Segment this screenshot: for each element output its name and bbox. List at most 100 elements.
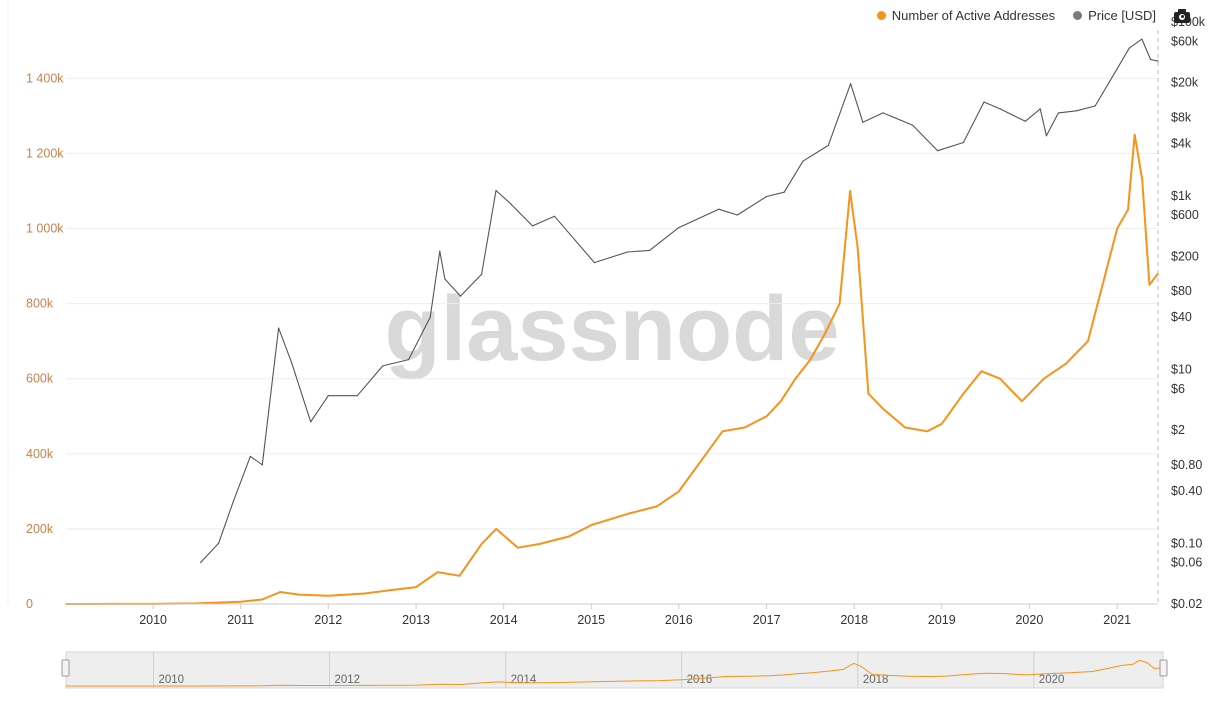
point-price [439, 250, 441, 252]
left-tick-label: 200k [26, 522, 54, 536]
point-price [937, 150, 939, 152]
point-price [648, 249, 651, 251]
x-tick-label: 2010 [139, 613, 167, 627]
point-active-addresses [904, 426, 906, 429]
point-active-addresses [298, 593, 300, 596]
point-active-addresses [327, 594, 330, 597]
point-active-addresses [261, 598, 264, 601]
point-active-addresses [809, 359, 811, 361]
point-active-addresses [856, 246, 859, 249]
point-active-addresses [363, 592, 366, 595]
navigator-tick-label: 2018 [863, 674, 889, 686]
series-line-price [200, 38, 1159, 563]
point-price [678, 227, 680, 229]
point-price [736, 214, 738, 216]
right-tick-label: $10 [1171, 363, 1192, 377]
point-active-addresses [279, 591, 282, 593]
axis-layer: 0 200k 400k 600k 800k 1 000k 1 200k 1 400k $0.02… [26, 15, 1206, 627]
navigator-tick-label: 2020 [1039, 674, 1065, 686]
point-price [862, 121, 864, 123]
point-price [429, 316, 431, 318]
x-tick-label: 2020 [1015, 613, 1043, 627]
point-price [911, 124, 914, 126]
point-active-addresses [1148, 284, 1151, 286]
point-active-addresses [495, 528, 498, 530]
point-active-addresses [568, 535, 570, 538]
point-active-addresses [962, 392, 965, 395]
right-tick-label: $200 [1171, 249, 1199, 263]
camera-icon[interactable] [1174, 8, 1190, 23]
legend-dot-price [1073, 11, 1083, 20]
point-active-addresses [824, 332, 826, 335]
point-active-addresses [393, 588, 395, 591]
point-price [718, 208, 720, 210]
point-price [1024, 120, 1026, 122]
legend-item-price[interactable]: Price [USD] [1073, 8, 1156, 23]
point-price [480, 273, 483, 275]
point-price [356, 395, 358, 397]
point-price [510, 203, 512, 205]
point-price [1157, 60, 1159, 62]
point-price [232, 501, 234, 503]
point-active-addresses [1065, 362, 1067, 365]
point-active-addresses [765, 415, 768, 418]
right-tick-label: $20k [1171, 76, 1199, 90]
point-active-addresses [1141, 178, 1143, 181]
navigator[interactable]: 2010 2012 2014 2016 2018 2020 [61, 651, 1168, 689]
navigator-tick-label: 2014 [511, 674, 537, 686]
legend-dot-active-addresses [876, 11, 886, 20]
point-active-addresses [794, 377, 797, 380]
x-tick-label: 2013 [402, 613, 430, 627]
point-price [1116, 68, 1118, 70]
right-tick-label: $4k [1171, 136, 1192, 150]
point-active-addresses [415, 586, 417, 588]
point-active-addresses [1116, 227, 1119, 230]
x-tick-label: 2019 [928, 613, 956, 627]
point-active-addresses [1087, 340, 1089, 342]
point-active-addresses [626, 513, 629, 515]
navigator-handle-right[interactable] [1159, 659, 1168, 677]
point-active-addresses [780, 400, 782, 403]
legend-label-price: Price [USD] [1088, 8, 1156, 23]
x-tick-label: 2017 [753, 613, 781, 627]
point-price [1128, 47, 1130, 49]
point-active-addresses [678, 490, 680, 493]
point-price [1039, 108, 1041, 110]
point-active-addresses [941, 422, 943, 425]
point-price [1045, 135, 1048, 137]
right-tick-label: $1k [1171, 189, 1192, 203]
point-active-addresses [590, 524, 593, 526]
legend-item-active-addresses[interactable]: Number of Active Addresses [876, 8, 1055, 23]
x-tick-label: 2015 [577, 613, 605, 627]
point-price [1141, 38, 1143, 40]
point-price [1057, 112, 1060, 114]
right-tick-label: $40 [1171, 310, 1192, 324]
point-price [218, 542, 220, 544]
point-active-addresses [1101, 284, 1104, 286]
point-active-addresses [980, 370, 983, 373]
point-price [261, 464, 263, 466]
series-line-active-addresses [65, 133, 1159, 605]
point-active-addresses [517, 546, 519, 549]
point-price [999, 108, 1001, 110]
right-tick-label: $0.02 [1171, 597, 1202, 611]
point-active-addresses [743, 426, 746, 429]
series-layer [65, 38, 1159, 605]
point-price [531, 225, 534, 227]
point-price [962, 141, 965, 144]
watermark: glassnode [384, 278, 839, 380]
right-tick-label: $8k [1171, 110, 1192, 124]
point-price [850, 83, 852, 85]
x-tick-label: 2014 [490, 613, 518, 627]
x-tick-label: 2018 [840, 613, 868, 627]
point-price [593, 262, 595, 264]
point-active-addresses [867, 392, 870, 395]
legend: Number of Active Addresses Price [USD] [876, 8, 1190, 23]
point-active-addresses [1127, 208, 1129, 211]
right-tick-label: $600 [1171, 208, 1199, 222]
navigator-handle-left[interactable] [61, 659, 70, 677]
left-tick-label: 600k [26, 372, 54, 386]
point-price [827, 144, 829, 146]
right-tick-label: $60k [1171, 34, 1199, 48]
